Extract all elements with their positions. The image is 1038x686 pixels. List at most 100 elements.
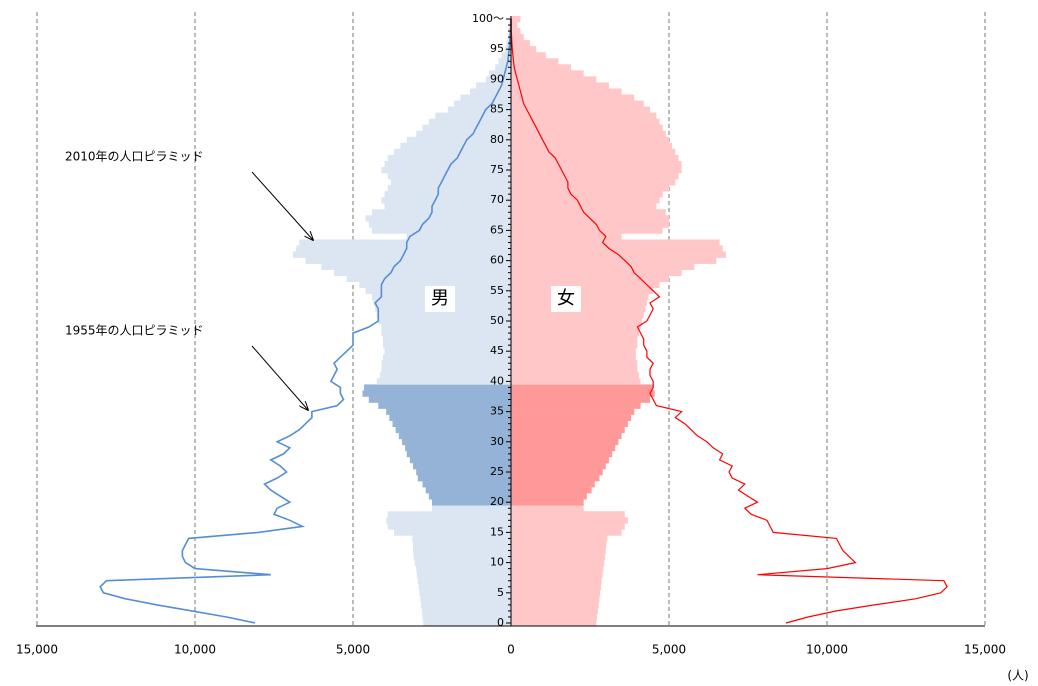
bar — [511, 173, 679, 180]
bar — [511, 577, 602, 585]
arrow — [251, 345, 308, 410]
y-tick-label: 15 — [490, 525, 504, 538]
bar — [511, 28, 521, 35]
x-tick-label: 10,000 — [174, 643, 216, 657]
x-tick-label: 15,000 — [964, 643, 1006, 657]
bar — [511, 505, 584, 512]
bar — [511, 595, 600, 603]
bar — [511, 317, 643, 325]
bar — [305, 257, 511, 264]
y-tick-label: 20 — [490, 495, 504, 508]
bar — [511, 263, 695, 270]
bar — [511, 100, 644, 107]
bar — [383, 354, 511, 361]
bar — [381, 360, 511, 367]
y-tick-label: 80 — [490, 133, 504, 146]
bar — [511, 203, 657, 210]
bar — [511, 517, 628, 524]
bar — [511, 70, 584, 77]
bar — [432, 499, 511, 506]
side-label: 女 — [557, 288, 575, 309]
bar — [414, 559, 511, 566]
bar — [428, 493, 511, 500]
bar — [511, 541, 607, 548]
bar — [488, 70, 511, 77]
bar — [362, 390, 511, 397]
bar — [511, 342, 638, 349]
bar — [296, 245, 511, 252]
bar — [511, 22, 518, 29]
bar — [511, 269, 682, 276]
bar — [511, 281, 660, 289]
bar — [511, 46, 537, 53]
bar — [511, 142, 673, 150]
bar — [365, 215, 511, 222]
y-tick-label: 40 — [490, 374, 504, 387]
side-label: 男 — [431, 288, 449, 309]
bar — [511, 535, 608, 542]
bar — [511, 40, 530, 47]
bar — [417, 577, 511, 585]
bar — [511, 366, 638, 373]
annotation: 2010年の人口ピラミッド — [65, 150, 204, 164]
bar — [511, 82, 609, 89]
bar — [381, 366, 511, 373]
bar — [511, 426, 625, 434]
bar — [511, 52, 546, 59]
bar — [390, 179, 511, 186]
y-tick-label: 65 — [490, 223, 504, 236]
bar — [378, 317, 511, 325]
bar — [359, 281, 511, 289]
bar — [398, 432, 511, 440]
bar — [511, 378, 641, 385]
bar — [428, 118, 511, 125]
bar — [511, 112, 657, 119]
bar — [405, 444, 511, 452]
bar — [476, 82, 511, 89]
bar — [511, 475, 600, 482]
y-tick-label: 55 — [490, 284, 504, 297]
bar — [511, 559, 605, 566]
bar — [511, 106, 651, 113]
y-tick-label: 25 — [490, 465, 504, 478]
bar — [511, 511, 625, 518]
bar — [511, 197, 660, 204]
bar — [511, 324, 641, 331]
bar — [387, 173, 511, 180]
bar — [511, 148, 676, 156]
y-tick-label: 30 — [490, 435, 504, 448]
bar — [406, 233, 511, 240]
bar — [364, 384, 511, 391]
bar — [511, 444, 616, 452]
y-tick-label: 10 — [490, 556, 504, 569]
bar — [511, 547, 606, 554]
bar — [511, 384, 654, 391]
bar — [511, 360, 638, 367]
bar — [420, 601, 511, 609]
bar — [371, 227, 511, 234]
bar — [511, 287, 654, 295]
bar — [460, 94, 511, 101]
bar — [511, 396, 651, 403]
bar — [511, 88, 622, 95]
bar — [511, 160, 682, 168]
bar — [511, 34, 524, 41]
bar — [511, 239, 720, 246]
bar — [394, 529, 511, 536]
bar — [511, 209, 666, 216]
bar — [432, 505, 511, 512]
bar — [413, 541, 511, 548]
bar — [511, 372, 639, 379]
bar — [511, 124, 663, 132]
bar — [495, 64, 511, 71]
bar — [384, 160, 511, 168]
bar — [511, 462, 606, 470]
bar — [416, 565, 511, 572]
bar — [511, 589, 601, 597]
bar — [511, 179, 676, 186]
bar — [384, 203, 511, 210]
bar — [469, 88, 511, 95]
bar — [389, 414, 511, 421]
bar — [447, 106, 511, 113]
